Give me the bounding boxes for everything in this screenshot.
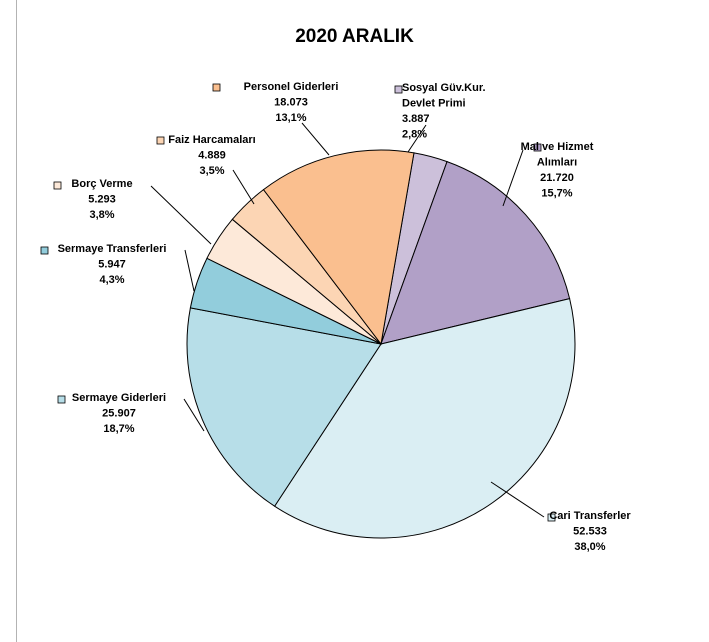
value-label: 5.947 bbox=[98, 259, 126, 271]
percent-label: 13,1% bbox=[275, 112, 306, 124]
category-label: Sermaye Giderleri bbox=[72, 392, 166, 404]
slice-label-1: Sosyal Güv.Kur. Devlet Primi 3.887 2,8% bbox=[394, 82, 486, 153]
percent-label: 38,0% bbox=[574, 541, 605, 553]
percent-label: 15,7% bbox=[541, 188, 572, 200]
category-label: Faiz Harcamaları bbox=[168, 134, 255, 146]
slice-label-5: Sermaye Transferleri 5.947 4,3% bbox=[40, 243, 195, 292]
category-label: Mal ve Hizmet bbox=[521, 141, 594, 153]
slice-label-4: Sermaye Giderleri 25.907 18,7% bbox=[57, 392, 205, 435]
leader-line bbox=[407, 124, 427, 153]
percent-label: 18,7% bbox=[103, 423, 134, 435]
percent-label: 3,8% bbox=[89, 209, 114, 221]
leader-line bbox=[502, 149, 524, 207]
pie-slice-8 bbox=[262, 149, 415, 346]
leader-line bbox=[184, 249, 195, 292]
legend-key-swatch bbox=[40, 246, 49, 255]
slice-label-2: Mal ve Hizmet Alımları 21.720 15,7% bbox=[502, 141, 594, 207]
category-label: Cari Transferler bbox=[549, 510, 631, 522]
value-label: 5.293 bbox=[88, 194, 116, 206]
leader-line bbox=[490, 481, 545, 518]
category-label: Sermaye Transferleri bbox=[58, 243, 167, 255]
category-label: Borç Verme bbox=[71, 178, 132, 190]
category-label: Sosyal Güv.Kur. bbox=[402, 82, 486, 94]
chart-title: 2020 ARALIK bbox=[295, 26, 414, 47]
legend-key-swatch bbox=[156, 136, 165, 145]
value-label: 4.889 bbox=[198, 150, 226, 162]
legend-key-swatch bbox=[212, 83, 221, 92]
category-label: Alımları bbox=[537, 157, 577, 169]
value-label: 21.720 bbox=[540, 172, 574, 184]
value-label: 3.887 bbox=[402, 113, 430, 125]
value-label: 25.907 bbox=[102, 408, 136, 420]
legend-key-swatch bbox=[57, 395, 66, 404]
percent-label: 4,3% bbox=[99, 274, 124, 286]
percent-label: 3,5% bbox=[199, 165, 224, 177]
chart-area bbox=[16, 0, 709, 642]
legend-key-swatch bbox=[533, 143, 542, 152]
pie-slice-3 bbox=[273, 297, 576, 539]
legend-key-swatch bbox=[394, 85, 403, 94]
percent-label: 2,8% bbox=[402, 129, 427, 141]
category-label: Personel Giderleri bbox=[244, 81, 339, 93]
leader-line bbox=[150, 185, 212, 245]
leader-line bbox=[183, 398, 205, 432]
slice-label-8: Personel Giderleri 18.073 13,1% bbox=[212, 81, 339, 156]
slice-label-7: Faiz Harcamaları 4.889 3,5% bbox=[156, 134, 256, 205]
value-label: 52.533 bbox=[573, 526, 607, 538]
category-label: Devlet Primi bbox=[402, 98, 466, 110]
leader-line bbox=[232, 169, 255, 205]
leader-line bbox=[301, 122, 330, 156]
slice-label-3: Cari Transferler 52.533 38,0% bbox=[490, 481, 631, 553]
legend-key-swatch bbox=[53, 181, 62, 190]
legend-key-swatch bbox=[547, 513, 556, 522]
value-label: 18.073 bbox=[274, 97, 308, 109]
pie-slice-2 bbox=[380, 160, 571, 345]
pie-slice-4 bbox=[186, 307, 382, 507]
slice-label-6: Borç Verme 5.293 3,8% bbox=[53, 178, 212, 245]
